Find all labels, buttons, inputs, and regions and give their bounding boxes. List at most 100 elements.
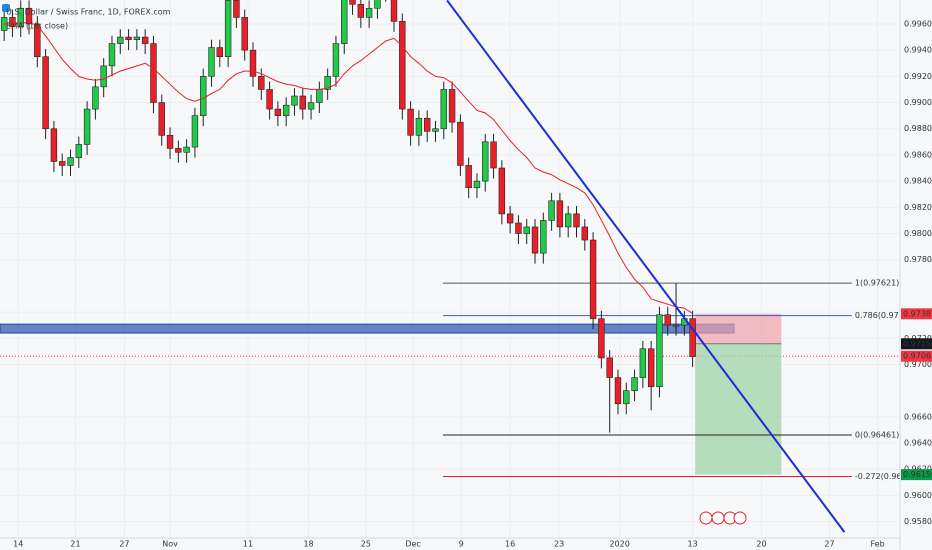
target-zone	[695, 343, 782, 475]
candle-body	[183, 146, 190, 153]
price-label: 0.97158	[903, 339, 932, 348]
candle-body	[349, 0, 356, 5]
candle-body	[556, 200, 564, 228]
candle-body	[125, 36, 132, 40]
candle-body	[341, 0, 348, 44]
zone	[0, 323, 735, 334]
x-tick-label: 20	[756, 540, 766, 549]
candle-body	[274, 108, 282, 116]
x-tick-label: 21	[70, 540, 80, 549]
x-tick-label: 16	[505, 540, 515, 549]
candle-body	[399, 21, 406, 110]
candle-body	[689, 318, 696, 357]
candle-body	[307, 102, 315, 110]
candle-body	[614, 377, 622, 405]
price-label-box	[901, 469, 932, 481]
indicator-label: EMA (18, close)	[6, 22, 68, 31]
candle-body	[473, 180, 481, 188]
candle-body	[224, 0, 232, 58]
candle-body	[108, 43, 116, 67]
x-tick-label: 14	[13, 540, 23, 549]
candle-body	[631, 377, 638, 391]
candle-body	[175, 148, 182, 153]
price-label-box	[901, 308, 932, 320]
trendline	[446, 0, 846, 533]
candle-body	[75, 144, 83, 158]
candle-body	[465, 165, 472, 188]
candle-body	[316, 89, 323, 103]
candle-body	[282, 104, 290, 116]
x-tick-label: 27	[119, 540, 129, 549]
candle-body	[390, 0, 398, 22]
candle-body	[531, 226, 539, 254]
candle-body	[133, 36, 141, 40]
candle-body	[623, 390, 630, 405]
price-label: 0.96159	[903, 470, 932, 479]
candle-body	[324, 76, 331, 90]
candle-body	[482, 141, 489, 182]
fib-label: -0.272(0.96	[855, 472, 902, 481]
fib-label: 0.786(0.97	[855, 311, 899, 320]
candle-body	[166, 134, 174, 149]
x-tick-label: 27	[824, 540, 834, 549]
candle-body	[407, 108, 414, 136]
candle-body	[258, 76, 265, 90]
candle-body	[664, 314, 671, 326]
candle-body	[589, 239, 597, 319]
x-tick-label: 11	[243, 540, 253, 549]
candle-body	[573, 213, 580, 228]
candle-body	[17, 7, 24, 27]
plot-area: 1(0.97621) 0.786(0.97 0(0.96461) -0.272(0.9…	[0, 0, 902, 533]
x-tick-label: 9	[459, 540, 464, 549]
fib-label: 0(0.96461)	[855, 431, 899, 440]
candle-body	[59, 161, 66, 166]
candle-body	[83, 108, 91, 145]
candle-body	[523, 226, 530, 234]
candle-body	[672, 324, 680, 327]
price-label: 0.97387	[903, 309, 932, 318]
candle-body	[440, 89, 447, 130]
candle-body	[241, 17, 248, 51]
candle-body	[191, 115, 199, 148]
candle-body	[50, 128, 58, 162]
x-tick-label: 18	[303, 540, 313, 549]
candle-body	[365, 7, 373, 18]
candle-body	[249, 49, 257, 77]
candle-body	[564, 213, 572, 228]
price-label-box	[901, 338, 932, 350]
y-tick-label: 0.95800	[904, 517, 932, 526]
candle-body	[515, 222, 522, 234]
candle-body	[498, 167, 506, 215]
price-label: 0.97063	[903, 352, 932, 361]
candle-body	[117, 36, 124, 44]
x-tick-label: 2020	[609, 540, 629, 549]
candle-body	[639, 348, 647, 378]
x-tick-label: Nov	[162, 540, 178, 549]
candle-body	[490, 141, 497, 169]
candle-body	[374, 0, 381, 9]
x-tick-label: Feb	[871, 540, 885, 549]
candle-body	[266, 89, 273, 110]
candle-body	[598, 318, 605, 359]
candle-body	[42, 56, 49, 130]
candle-body	[423, 117, 431, 132]
candle-body	[548, 200, 555, 221]
candle-body	[448, 89, 456, 123]
candle-body	[647, 348, 655, 388]
candle-body	[158, 102, 165, 136]
candle-body	[67, 157, 74, 166]
candle-body	[432, 128, 439, 132]
